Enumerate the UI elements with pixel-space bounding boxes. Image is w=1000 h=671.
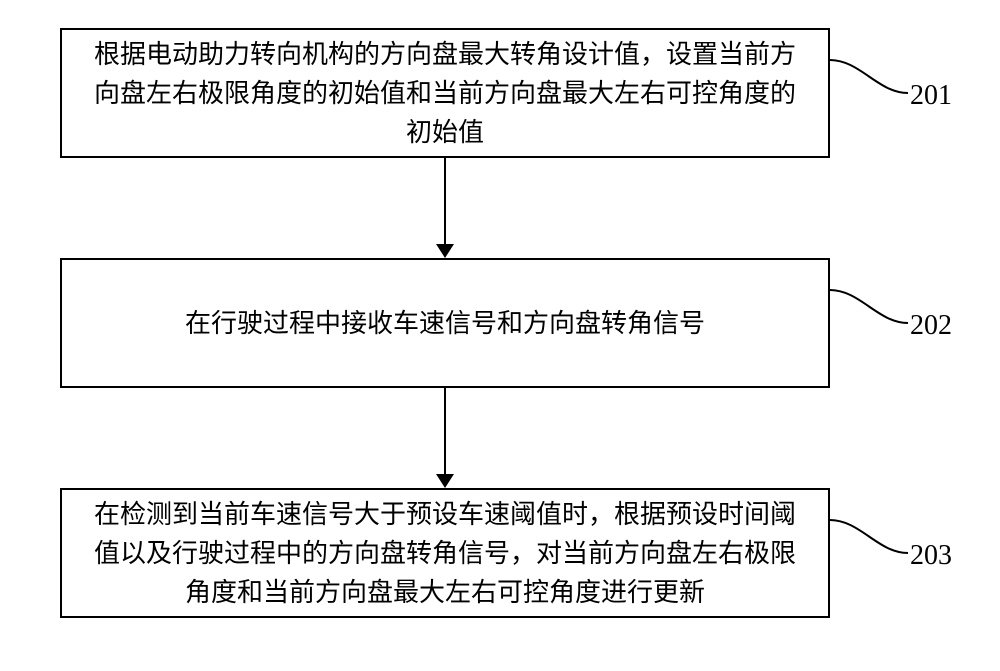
label-connector-201 — [828, 58, 910, 95]
flow-arrow-2-to-3 — [436, 388, 454, 488]
step-201-label: 201 — [910, 80, 952, 112]
step-201-text: 根据电动助力转向机构的方向盘最大转角设计值，设置当前方向盘左右极限角度的初始值和… — [82, 35, 808, 152]
label-connector-203 — [828, 518, 910, 555]
flow-arrow-1-to-2 — [436, 158, 454, 258]
flowchart-step-201: 根据电动助力转向机构的方向盘最大转角设计值，设置当前方向盘左右极限角度的初始值和… — [60, 28, 830, 158]
step-202-text: 在行驶过程中接收车速信号和方向盘转角信号 — [185, 304, 705, 343]
step-202-label: 202 — [910, 310, 952, 342]
flowchart-step-202: 在行驶过程中接收车速信号和方向盘转角信号 — [60, 258, 830, 388]
step-203-text: 在检测到当前车速信号大于预设车速阈值时，根据预设时间阈值以及行驶过程中的方向盘转… — [82, 495, 808, 612]
step-203-label: 203 — [910, 540, 952, 572]
label-connector-202 — [828, 288, 910, 325]
flowchart-step-203: 在检测到当前车速信号大于预设车速阈值时，根据预设时间阈值以及行驶过程中的方向盘转… — [60, 488, 830, 618]
